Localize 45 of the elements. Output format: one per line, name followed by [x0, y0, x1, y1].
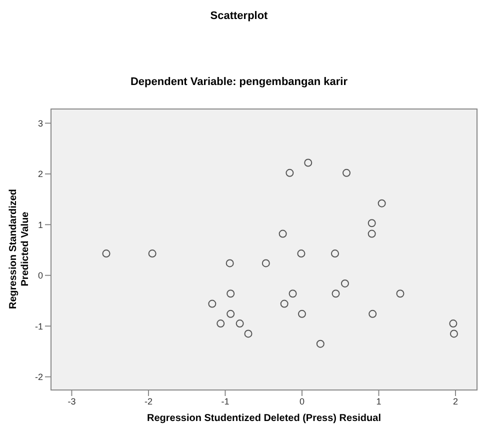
x-tick-label: 1: [376, 396, 382, 406]
point: [368, 310, 377, 318]
point: [368, 230, 376, 238]
y-tick-label: 1: [38, 220, 43, 230]
x-tick-label: -1: [221, 396, 230, 406]
chart-subtitle: Dependent Variable: pengembangan karir: [129, 76, 348, 88]
point: [226, 259, 234, 268]
point: [340, 279, 349, 288]
point: [286, 168, 294, 177]
point: [262, 259, 270, 268]
point: [236, 320, 244, 328]
point: [342, 168, 351, 177]
point: [102, 250, 110, 258]
point: [208, 300, 216, 308]
point: [396, 290, 404, 298]
point: [331, 250, 339, 258]
point: [280, 300, 288, 308]
point: [278, 230, 287, 238]
y-tick-label: -1: [34, 321, 43, 332]
y-axis-title: Regression Standardized Predicted Value: [8, 188, 31, 310]
point: [368, 219, 376, 228]
point: [216, 320, 225, 328]
x-tick-label: 2: [453, 396, 458, 406]
point: [332, 290, 340, 298]
point: [449, 320, 458, 328]
point: [304, 158, 312, 167]
y-tick-label: -2: [34, 372, 43, 382]
y-tick-label: 2: [38, 169, 43, 180]
point: [316, 340, 324, 348]
y-tick-label: 0: [38, 270, 43, 281]
point: [378, 199, 386, 208]
x-tick-label: -3: [68, 396, 76, 406]
point: [226, 290, 235, 298]
y-tick-label: 3: [38, 118, 43, 128]
point: [226, 310, 235, 318]
chart-title: Scatterplot: [209, 10, 269, 22]
point: [148, 250, 156, 258]
point: [450, 330, 458, 338]
point: [244, 330, 252, 338]
point: [298, 310, 306, 318]
x-tick-label: -2: [144, 396, 152, 406]
point: [288, 290, 297, 298]
x-tick-label: 0: [299, 396, 304, 406]
x-axis-title: Regression Studentized Deleted (Press) Residual: [146, 413, 382, 424]
point: [297, 250, 306, 258]
